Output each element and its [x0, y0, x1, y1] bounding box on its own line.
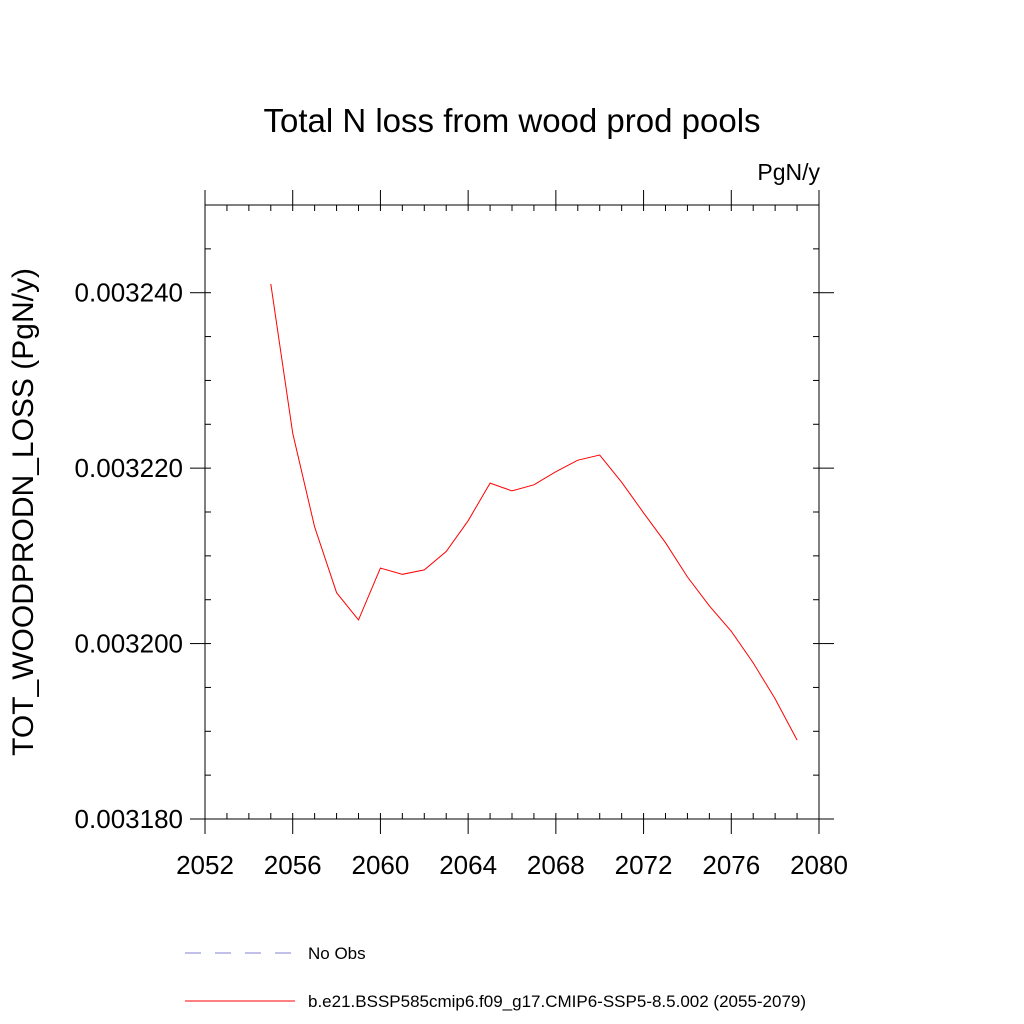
x-tick-label: 2060: [352, 850, 410, 880]
x-tick-label: 2052: [176, 850, 234, 880]
y-tick-label: 0.003240: [75, 278, 183, 308]
y-tick-label: 0.003200: [75, 629, 183, 659]
plot-frame: [204, 204, 820, 820]
legend-label: No Obs: [308, 944, 366, 963]
chart-title: Total N loss from wood prod pools: [263, 102, 760, 139]
y-axis-label: TOT_WOODPRODN_LOSS (PgN/y): [7, 268, 40, 756]
series-layer: [270, 283, 798, 741]
x-tick-label: 2080: [790, 850, 848, 880]
legend-label: b.e21.BSSP585cmip6.f09_g17.CMIP6-SSP5-8.…: [308, 992, 806, 1011]
x-tick-label: 2064: [439, 850, 497, 880]
axis-ticks: [190, 190, 834, 834]
axis-tick-labels: 2052 2056 2060 2064 2068 2072 2076 2080 0.003180…: [75, 278, 848, 880]
y-tick-label: 0.003220: [75, 453, 183, 483]
legend: No Obs b.e21.BSSP585cmip6.f09_g17.CMIP6-S…: [185, 944, 806, 1011]
x-tick-label: 2068: [527, 850, 585, 880]
series-line: [270, 283, 798, 741]
x-tick-label: 2056: [264, 850, 322, 880]
y-tick-label: 0.003180: [75, 804, 183, 834]
x-tick-label: 2072: [615, 850, 673, 880]
units-label: PgN/y: [757, 159, 820, 185]
x-tick-label: 2076: [702, 850, 760, 880]
